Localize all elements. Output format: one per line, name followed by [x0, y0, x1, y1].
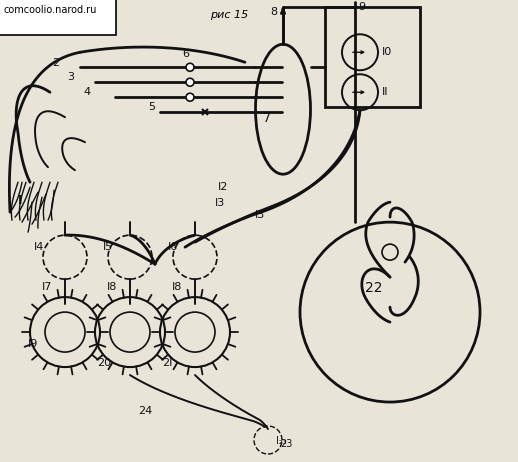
- Circle shape: [45, 312, 85, 352]
- Text: I9: I9: [28, 339, 38, 349]
- Text: 20: 20: [97, 358, 111, 368]
- Text: 8: 8: [270, 7, 277, 17]
- Text: I5: I5: [103, 242, 113, 252]
- Text: 2I: 2I: [162, 358, 172, 368]
- Circle shape: [382, 244, 398, 260]
- Text: I4: I4: [34, 242, 45, 252]
- Text: 4: 4: [83, 87, 90, 97]
- Text: 6: 6: [182, 49, 189, 59]
- Circle shape: [186, 78, 194, 86]
- Text: рис 15: рис 15: [210, 10, 248, 20]
- Circle shape: [110, 312, 150, 352]
- Circle shape: [186, 93, 194, 101]
- Text: I0: I0: [382, 47, 392, 57]
- Text: I: I: [18, 194, 22, 207]
- Bar: [325, 7, 420, 107]
- Text: I7: I7: [42, 282, 52, 292]
- Text: 7: 7: [263, 112, 271, 125]
- Circle shape: [175, 312, 215, 352]
- Text: I3: I3: [215, 198, 225, 208]
- Text: I8: I8: [107, 282, 118, 292]
- Text: 9: 9: [358, 2, 365, 12]
- Text: 5: 5: [148, 102, 155, 112]
- Text: I2: I2: [218, 182, 228, 192]
- Text: 3: 3: [67, 72, 74, 82]
- Text: comcoolio.narod.ru: comcoolio.narod.ru: [3, 5, 96, 15]
- Text: 24: 24: [138, 406, 152, 416]
- Text: 23: 23: [280, 439, 292, 449]
- Text: I₂₃: I₂₃: [276, 436, 287, 446]
- Circle shape: [186, 63, 194, 71]
- Text: I8: I8: [172, 282, 182, 292]
- Text: I3: I3: [255, 210, 265, 220]
- Text: II: II: [382, 87, 388, 97]
- Text: 2: 2: [52, 58, 59, 68]
- Text: 22: 22: [365, 281, 382, 295]
- Text: I6: I6: [168, 242, 178, 252]
